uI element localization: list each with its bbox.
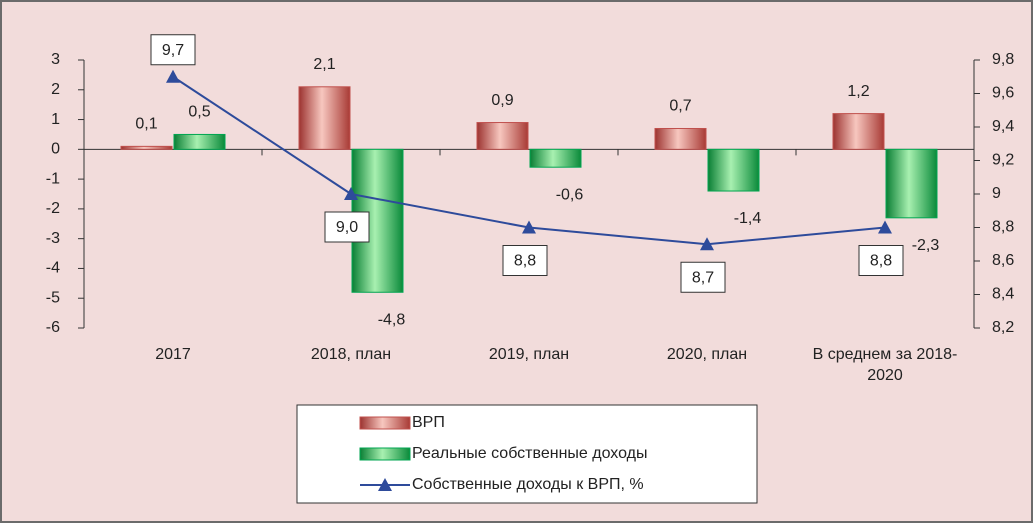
legend-marker [378, 478, 392, 491]
y-tick-label: -6 [46, 319, 60, 336]
x-tick-label: 2017 [155, 346, 191, 363]
y2-tick-label: 8,6 [992, 252, 1014, 269]
data-label: 0,9 [491, 92, 513, 109]
data-label-box [858, 245, 904, 276]
bar [654, 127, 707, 150]
y2-tick-label: 9,4 [992, 118, 1014, 135]
data-label: 0,5 [188, 104, 210, 121]
y-tick-label: -3 [46, 230, 60, 247]
bar [707, 148, 760, 192]
bar [120, 145, 173, 150]
y-tick-label: 0 [51, 141, 60, 158]
y2-tick-label: 9,8 [992, 51, 1014, 68]
y2-tick-label: 9,6 [992, 85, 1014, 102]
data-label-box [150, 34, 196, 66]
line-marker [522, 220, 536, 234]
y-tick-label: -5 [46, 289, 60, 306]
bar [173, 133, 226, 150]
line-marker [166, 69, 180, 83]
data-label-box [502, 245, 548, 276]
x-tick-label: 2019, план [488, 346, 570, 363]
y-tick-label: 2 [51, 81, 60, 98]
y2-tick-label: 8,4 [992, 286, 1014, 303]
legend-swatch [359, 447, 411, 461]
data-label: 9,7 [162, 42, 184, 59]
data-label-box [324, 211, 370, 243]
data-label: 0,1 [135, 116, 157, 133]
data-label-box [680, 261, 726, 293]
legend-label: Реальные собственные доходы [412, 445, 648, 462]
y-tick-label: -1 [46, 170, 60, 187]
y-tick-label: 1 [51, 111, 60, 128]
y2-tick-label: 9,2 [992, 152, 1014, 169]
bar [298, 86, 351, 150]
data-label: -0,6 [556, 186, 584, 203]
data-label: -2,3 [912, 237, 940, 254]
y2-tick-label: 8,2 [992, 319, 1014, 336]
data-label: 9,0 [336, 219, 358, 236]
y-tick-label: -2 [46, 200, 60, 217]
y-tick-label: 3 [51, 51, 60, 68]
line-marker [878, 220, 892, 234]
y2-tick-label: 8,8 [992, 219, 1014, 236]
legend-label: Собственные доходы к ВРП, % [412, 476, 644, 493]
x-tick-label: В среднем за 2018-2020 [812, 346, 958, 384]
data-label: 2,1 [313, 56, 335, 73]
data-label: -1,4 [734, 210, 762, 227]
y2-tick-label: 9 [992, 185, 1001, 202]
data-label: 8,7 [692, 269, 714, 286]
data-label: 8,8 [870, 253, 892, 270]
line-marker [700, 237, 714, 251]
data-label: -4,8 [378, 311, 406, 328]
legend-swatch [359, 416, 411, 430]
x-tick-label: 2020, план [666, 346, 748, 363]
y-tick-label: -4 [46, 260, 60, 277]
bar [529, 148, 582, 168]
data-label: 1,2 [847, 83, 869, 100]
line-marker [344, 187, 358, 200]
bar [885, 148, 938, 219]
bar [476, 122, 529, 150]
legend-label: ВРП [412, 414, 445, 431]
data-label: 8,8 [514, 253, 536, 270]
x-tick-label: 2018, план [310, 346, 392, 363]
data-label: 0,7 [669, 98, 691, 115]
bar [832, 113, 885, 150]
